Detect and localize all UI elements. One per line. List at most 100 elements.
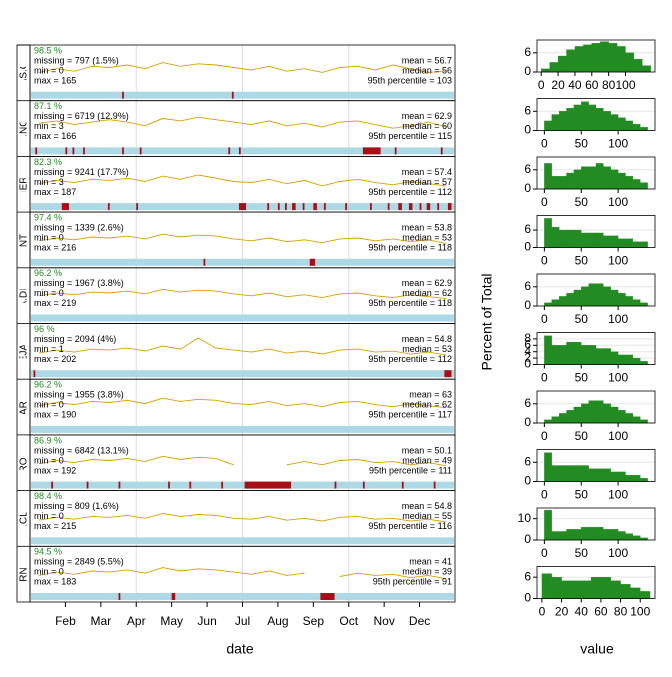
missing-period [309, 258, 316, 266]
data-capture-bar [31, 593, 454, 600]
missing-period [86, 481, 89, 489]
missing-period [292, 203, 296, 211]
hist-y-tick-label: 2 [524, 350, 531, 364]
missing-period [136, 203, 139, 211]
missing-period [238, 203, 247, 211]
missing-period [362, 481, 365, 489]
hist-x-tick-label: 50 [575, 429, 589, 443]
hist-bar [581, 580, 592, 599]
hist-x-tick-label: 50 [575, 195, 589, 209]
hist-x-axis-label: value [580, 641, 614, 657]
series-line [38, 174, 447, 187]
hist-bar [588, 104, 597, 131]
hist-bar [573, 229, 582, 248]
stat-left: max = 190 [34, 410, 76, 420]
x-tick-label: Oct [339, 614, 358, 628]
hist-frame [536, 39, 656, 73]
hist-bar [632, 241, 641, 248]
missing-period [203, 258, 206, 266]
stat-right: mean = 62.9 [402, 111, 452, 121]
missing-period [122, 147, 124, 155]
stat-right: 95th percentile = 117 [368, 410, 452, 420]
hist-bar [588, 283, 597, 307]
hist-bar [640, 591, 651, 599]
hist-x-tick-label: 100 [608, 546, 628, 560]
hist-bar [566, 529, 575, 541]
hist-bar [625, 52, 635, 73]
hist-bar [617, 471, 626, 482]
hist-bar [632, 535, 641, 541]
hist-x-tick-label: 40 [575, 605, 589, 619]
hist-bar [608, 43, 618, 73]
hist-x-tick-label: 100 [608, 488, 628, 502]
hist-bar [549, 62, 559, 73]
stat-right: median = 53 [402, 344, 452, 354]
hist-bar [558, 531, 567, 541]
hist-bar [640, 478, 648, 482]
hist-bar [610, 235, 619, 248]
hist-bar [640, 241, 648, 248]
site-name: NTA.CLARA [19, 490, 30, 546]
hist-bar [574, 46, 584, 73]
stat-right: mean = 54.8 [402, 501, 452, 511]
hist-bar [558, 111, 567, 131]
hist-bar [573, 465, 582, 482]
hist-bar [595, 232, 604, 248]
hist-bar [573, 529, 582, 541]
stat-right: 95th percentile = 115 [368, 131, 452, 141]
hist-bar [558, 296, 567, 307]
data-capture-bar [31, 91, 454, 99]
x-tick-label: May [160, 614, 183, 628]
series-line [38, 513, 447, 523]
hist-y-tick-label: 6 [524, 337, 531, 351]
hist-frame [536, 390, 656, 424]
hist-bar [595, 400, 604, 424]
hist-bar [610, 529, 619, 541]
hist-frame [536, 449, 656, 482]
missing-period [320, 593, 335, 600]
hist-bar [544, 509, 552, 541]
hist-x-tick-label: 100 [630, 605, 650, 619]
hist-bar [595, 283, 604, 307]
hist-bar [558, 176, 567, 190]
data-capture-percent: 96.2 % [34, 268, 62, 278]
stat-left: min = 1 [34, 344, 64, 354]
hist-bar [551, 416, 560, 424]
hist-bar [595, 468, 604, 482]
hist-bar [566, 229, 575, 248]
hist-frame [536, 215, 656, 248]
hist-bar [617, 531, 626, 541]
hist-y-tick-label: 0 [524, 415, 531, 429]
data-capture-percent: 94.5 % [34, 547, 62, 557]
hist-bar [625, 533, 634, 541]
missing-period [285, 203, 287, 211]
hist-bar [603, 166, 611, 190]
hist-bar [551, 531, 560, 541]
missing-period [313, 203, 317, 211]
hist-bar [583, 44, 592, 73]
stat-right: 95th percentile = 118 [368, 242, 452, 252]
hist-x-tick-label: 50 [575, 312, 589, 326]
stat-left: max = 219 [34, 298, 76, 308]
hist-bar [551, 345, 560, 365]
hist-x-tick-label: 0 [541, 195, 548, 209]
hist-bar [600, 41, 609, 73]
hist-bar [588, 400, 597, 424]
data-capture-bar [31, 537, 454, 545]
hist-bar [610, 351, 619, 365]
x-tick-label: Jun [197, 614, 216, 628]
missing-period [370, 203, 372, 211]
missing-period [189, 481, 192, 489]
missing-period [440, 147, 443, 155]
stat-right: median = 49 [402, 455, 452, 465]
stat-right: mean = 50.1 [402, 445, 452, 455]
hist-bar [603, 468, 611, 482]
hist-y-tick-label: 0 [524, 181, 531, 195]
missing-period [122, 91, 124, 99]
stat-right: mean = 54.8 [402, 334, 452, 344]
hist-bar [616, 46, 626, 73]
hist-bar [603, 348, 611, 365]
hist-bar [566, 341, 575, 365]
series-line [38, 233, 447, 245]
